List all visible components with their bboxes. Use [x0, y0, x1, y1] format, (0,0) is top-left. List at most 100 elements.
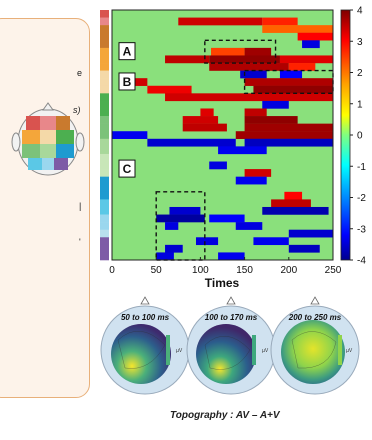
heatmap-cell: [218, 146, 267, 155]
heatmap-cell: [240, 70, 267, 79]
heatmap-cell: [235, 176, 267, 185]
heatmap-cell: [235, 131, 333, 139]
topography-map: 200 to 250 ms µV: [270, 296, 360, 395]
group-color-swatch: [100, 108, 109, 117]
group-color-swatch: [100, 93, 109, 102]
group-label: B: [123, 75, 132, 89]
x-axis: 0 50 100 150 200 250: [109, 257, 342, 276]
heatmap-cell: [211, 47, 245, 56]
heatmap-cell: [209, 63, 289, 71]
heatmap-cell: [165, 55, 210, 64]
group-color-swatch: [100, 229, 109, 238]
heatmap-cell: [156, 214, 205, 223]
x-tick-label: 50: [151, 265, 163, 276]
panel-fragment: s): [73, 105, 81, 115]
topography-map: 50 to 100 ms µV: [100, 296, 190, 395]
heatmap-cell: [147, 85, 192, 94]
heatmap-cell: [209, 161, 227, 170]
group-color-swatch: [100, 63, 109, 71]
heatmap-cell: [244, 47, 272, 56]
heatmap-cell: [262, 206, 329, 215]
group-color-swatch: [100, 184, 109, 193]
group-color-swatch: [100, 206, 109, 215]
panel-fragment: e: [77, 68, 83, 78]
panel-fragment: |: [79, 201, 82, 211]
heatmap-cell: [178, 17, 263, 26]
group-color-swatch: [100, 32, 109, 41]
heatmap-cell: [253, 85, 333, 94]
topography-caption: Topography : AV – A+V: [170, 410, 280, 421]
heatmap-cell: [169, 206, 201, 215]
heatmap-cell: [244, 169, 272, 177]
heatmap-cell: [271, 199, 311, 208]
heatmap-cell: [297, 32, 333, 41]
group-color-swatch: [100, 70, 109, 79]
group-label: A: [123, 45, 132, 59]
heatmap-cell: [182, 116, 219, 124]
heatmap-cell: [147, 138, 236, 147]
heatmap-cell: [165, 222, 179, 230]
heatmap-cell: [156, 252, 174, 261]
heatmap-cell: [218, 252, 245, 261]
topography-unit: µV: [346, 348, 353, 354]
group-color-swatch: [100, 237, 109, 246]
heatmap-frame: [111, 9, 334, 261]
heatmap-cell: [165, 93, 333, 102]
group-color-swatch: [100, 222, 109, 230]
heatmap-cells: [112, 17, 333, 261]
heatmap-cell: [253, 237, 289, 246]
heatmap-cell: [244, 108, 267, 117]
topography-label: 50 to 100 ms: [121, 313, 170, 322]
x-tick-label: 0: [109, 265, 115, 276]
colorbar-ticks: 4 3 2 1 0 -1 -2 -3 -4: [350, 6, 366, 267]
heatmap-cell: [165, 244, 183, 253]
heatmap-cell: [288, 229, 333, 238]
group-color-swatch: [100, 123, 109, 132]
heatmap-cell: [195, 237, 219, 246]
group-label-box: [118, 72, 136, 91]
heatmap-cell: [244, 123, 333, 132]
group-labels: A B C: [118, 42, 136, 178]
heatmap-cell: [244, 138, 333, 147]
group-label-box: [118, 42, 136, 61]
topography-map: 100 to 170 ms µV: [186, 296, 276, 395]
heatmap-cell: [209, 55, 280, 64]
heatmap-cell: [262, 25, 333, 33]
colorbar-tick-label: -2: [357, 193, 366, 204]
x-tick-label: 100: [192, 265, 209, 276]
panel-fragment: ': [79, 237, 81, 247]
topography-label: 200 to 250 ms: [288, 313, 342, 322]
group-color-swatch: [100, 116, 109, 124]
group-color-swatch: [100, 47, 109, 56]
colorbar-tick-label: 1: [357, 99, 363, 110]
colorbar-tick-label: 3: [357, 37, 363, 48]
x-tick-label: 200: [280, 265, 297, 276]
topography-unit: µV: [176, 348, 183, 354]
heatmap-cell: [209, 214, 245, 223]
colorbar-tick-label: 4: [357, 6, 363, 17]
group-color-swatch: [100, 55, 109, 64]
heatmap-cell: [182, 123, 227, 132]
group-color-swatch: [100, 131, 109, 140]
x-tick-label: 250: [325, 265, 342, 276]
x-tick-label: 150: [236, 265, 253, 276]
heatmap-cell: [262, 100, 289, 109]
group-color-swatch: [100, 40, 109, 49]
x-axis-title: Times: [205, 276, 240, 290]
heatmap-cell: [200, 108, 214, 117]
heatmap-cell: [288, 244, 320, 253]
group-color-swatch: [100, 146, 109, 155]
colorbar-tick-label: 2: [357, 68, 363, 79]
group-color-swatch: [100, 244, 109, 253]
highlight-box: [204, 39, 277, 64]
group-label-box: [118, 159, 136, 178]
group-color-swatch: [100, 191, 109, 200]
heatmap-cell: [244, 78, 333, 86]
heatmap-cell: [284, 191, 303, 200]
topography-unit: µV: [262, 348, 269, 354]
group-color-swatch: [100, 214, 109, 223]
heatmap-cell: [279, 55, 333, 64]
group-color-swatch: [100, 85, 109, 94]
group-color-swatch: [100, 138, 109, 147]
